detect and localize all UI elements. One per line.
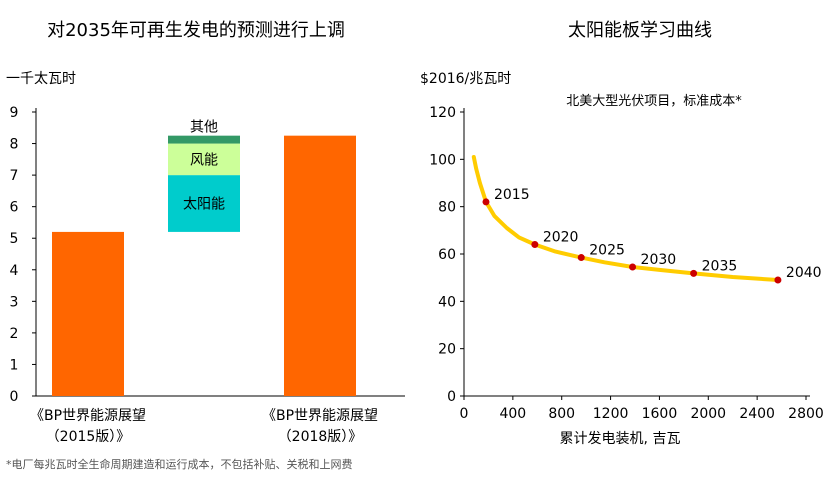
right-y-tick-label: 0 xyxy=(447,389,456,405)
right-x-tick-label: 2800 xyxy=(788,406,824,422)
left-y-tick-label: 4 xyxy=(10,263,19,279)
learning-curve-point-2035 xyxy=(690,269,698,277)
right-x-tick-label: 400 xyxy=(499,406,526,422)
right-chart-title: 太阳能板学习曲线 xyxy=(568,20,712,41)
left-y-tick-label: 5 xyxy=(10,231,19,247)
right-y-axis-label: $2016/兆瓦时 xyxy=(420,71,511,87)
left-y-tick-label: 1 xyxy=(10,357,19,373)
right-x-tick-label: 0 xyxy=(460,406,469,422)
learning-curve-point-2030 xyxy=(629,263,637,271)
left-chart-title: 对2035年可再生发电的预测进行上调 xyxy=(47,20,345,41)
left-category-label: 《BP世界能源展望 xyxy=(262,408,378,424)
right-x-tick-label: 2000 xyxy=(690,406,726,422)
learning-curve-point-label: 2030 xyxy=(641,252,677,268)
learning-curve-point-label: 2020 xyxy=(543,230,579,246)
right-y-tick-label: 60 xyxy=(438,247,456,263)
right-x-tick-label: 2400 xyxy=(739,406,775,422)
learning-curve-point-2040 xyxy=(774,276,782,284)
right-x-axis-label: 累计发电装机, 吉瓦 xyxy=(560,431,681,447)
right-y-tick-label: 80 xyxy=(438,200,456,216)
footnote: *电厂每兆瓦时全生命周期建造和运行成本，不包括补贴、关税和上网费 xyxy=(6,457,353,471)
increment-segment-label: 其他 xyxy=(190,120,218,136)
right-y-tick-label: 100 xyxy=(429,152,456,168)
left-y-axis-label: 一千太瓦时 xyxy=(6,71,76,87)
left-y-tick-label: 0 xyxy=(10,389,19,405)
left-category-label: （2018版）》 xyxy=(278,429,363,445)
learning-curve-point-label: 2040 xyxy=(786,265,822,281)
right-y-tick-label: 120 xyxy=(429,105,456,121)
bar-2018-outlook xyxy=(284,135,356,396)
left-y-tick-label: 6 xyxy=(10,200,19,216)
right-x-tick-label: 800 xyxy=(548,406,575,422)
left-y-tick-label: 3 xyxy=(10,294,19,310)
left-y-tick-label: 2 xyxy=(10,326,19,342)
learning-curve-point-label: 2015 xyxy=(494,187,530,203)
right-chart-subtitle: 北美大型光伏项目，标准成本* xyxy=(566,94,742,109)
increment-segment-0 xyxy=(168,175,240,232)
learning-curve-point-2020 xyxy=(531,241,539,249)
left-category-label: （2015版）》 xyxy=(46,429,131,445)
left-category-label: 《BP世界能源展望 xyxy=(30,408,146,424)
increment-segment-2 xyxy=(168,135,240,144)
right-x-tick-label: 1200 xyxy=(593,406,629,422)
increment-segment-label: 太阳能 xyxy=(183,197,225,213)
right-y-tick-label: 20 xyxy=(438,342,456,358)
learning-curve-point-2015 xyxy=(482,198,490,206)
learning-curve-point-label: 2035 xyxy=(702,258,738,274)
learning-curve-line xyxy=(471,155,780,282)
learning-curve-point-label: 2025 xyxy=(589,243,625,259)
increment-segment-1 xyxy=(168,143,240,176)
left-y-tick-label: 8 xyxy=(10,137,19,153)
left-y-tick-label: 7 xyxy=(10,168,19,184)
right-x-tick-label: 1600 xyxy=(642,406,678,422)
left-y-tick-label: 9 xyxy=(10,105,19,121)
increment-segment-label: 风能 xyxy=(190,152,218,168)
learning-curve-point-2025 xyxy=(577,254,585,262)
right-y-tick-label: 40 xyxy=(438,294,456,310)
bar-2015-outlook xyxy=(52,231,124,396)
